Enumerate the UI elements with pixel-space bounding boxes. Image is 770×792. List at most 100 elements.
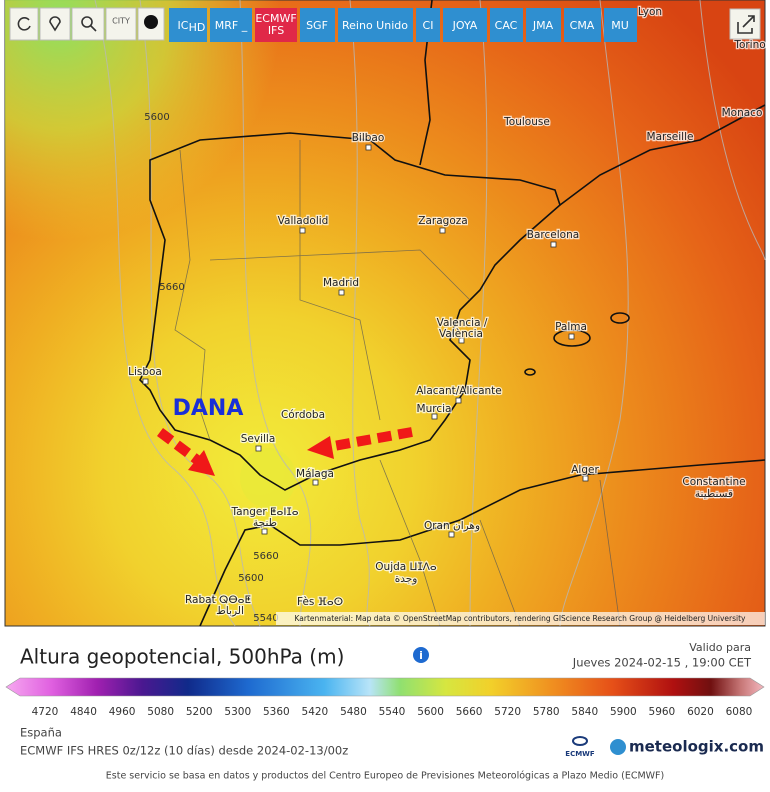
colorbar-tick-label: 4960: [109, 706, 136, 718]
colorbar-tick-label: 5960: [649, 706, 676, 718]
city-label: طنجة: [253, 517, 277, 529]
toolbar: CITY IC HD MRF _ ECMWF IFS SGF Reino Uni…: [9, 7, 761, 42]
city-label: الرباط: [216, 605, 244, 617]
colorbar-tick-label: 5300: [224, 706, 251, 718]
location-button[interactable]: [39, 7, 71, 41]
annotation: DANA: [173, 396, 244, 421]
contour-label: 5600: [144, 112, 169, 123]
city-label: Torino: [733, 39, 765, 51]
button-label: CMA: [570, 19, 595, 32]
button-label: Reino Unido: [342, 19, 408, 32]
contour-labels: 5600 5660 5660 5600 5540: [144, 112, 278, 624]
button-label: MU: [611, 19, 629, 32]
model-button[interactable]: [416, 8, 440, 42]
model-button[interactable]: [169, 8, 207, 42]
colorbar: [5, 677, 765, 697]
refresh-button[interactable]: [9, 7, 39, 41]
colorbar-ticks: 4720 4840 4960 5080 5200 5300 5360 5420 5480 5540…: [32, 706, 753, 718]
colorbar-tick-label: 5200: [186, 706, 213, 718]
icons: [17, 16, 97, 32]
city-label: Monaco: [722, 107, 763, 119]
colorbar-tick-label: 5840: [571, 706, 598, 718]
colorbar-tick-label: 6080: [726, 706, 753, 718]
model-button[interactable]: [255, 8, 297, 42]
map[interactable]: Lyon Torino Monaco Toulouse Marseille Bi…: [4, 0, 767, 627]
model-button[interactable]: [526, 8, 561, 42]
valid-label: Valido para: [689, 641, 751, 654]
arrows: [157, 427, 413, 476]
ecmwf-logo: ECMWF: [565, 750, 595, 758]
contour-label: 5660: [159, 282, 184, 293]
brand-icon: [610, 739, 626, 755]
colorbar-tick-label: 4840: [70, 706, 97, 718]
brand[interactable]: meteologix.com: [629, 738, 764, 756]
button-label: IC: [178, 19, 189, 32]
button-sub: HD: [189, 21, 206, 34]
city-label: Toulouse: [503, 116, 550, 128]
region: España: [20, 726, 62, 740]
button-label: ECMWF: [255, 12, 296, 25]
city-label: Palma: [555, 321, 587, 333]
cities: Lyon Torino Monaco Toulouse Marseille Bi…: [127, 5, 767, 619]
city-label: وجدة: [395, 573, 418, 585]
city-label: Constantine: [682, 476, 745, 488]
colorbar-tick-label: 5480: [340, 706, 367, 718]
colorbar-tick-label: 6020: [687, 706, 714, 718]
button-label: CI: [423, 19, 434, 32]
model-button[interactable]: [300, 8, 335, 42]
button-label: JMA: [532, 19, 554, 32]
model-info: ECMWF IFS HRES 0z/12z (10 días) desde 20…: [20, 744, 348, 758]
city-label: Lisboa: [128, 366, 162, 378]
colorbar-tick-label: 5360: [263, 706, 290, 718]
source-note: Este servicio se basa en datos y product…: [106, 771, 664, 782]
info-icon-glyph: i: [419, 649, 423, 662]
ecmwf-logo-mark: [572, 736, 588, 746]
colorbar-tick-label: 5660: [456, 706, 483, 718]
dot-icon: [144, 15, 158, 29]
map-field-low: [5, 0, 765, 626]
model-button[interactable]: [604, 8, 637, 42]
colorbar-tick-label: 5720: [494, 706, 521, 718]
city-label: Sevilla: [241, 433, 276, 445]
model-button[interactable]: [338, 8, 413, 42]
button-label: CAC: [495, 19, 518, 32]
city-label: Rabat ⵕⴱⴰⵟ: [185, 594, 251, 606]
zoom-button[interactable]: [71, 7, 105, 41]
city-label: قسنطينة: [695, 488, 733, 500]
colorbar-tick-label: 5540: [379, 706, 406, 718]
info-icon[interactable]: [413, 647, 429, 663]
model-button[interactable]: [443, 8, 487, 42]
city-label: Oran وهران: [424, 520, 480, 532]
city-label: València: [439, 328, 483, 340]
city-label: Málaga: [296, 468, 334, 480]
button-label: MRF _: [215, 19, 248, 32]
icon-buttons: [9, 7, 165, 41]
model-button[interactable]: [490, 8, 523, 42]
colorbar-tick-label: 4720: [32, 706, 59, 718]
city-label: Marseille: [647, 131, 694, 143]
share-icon: [737, 15, 755, 34]
city-button[interactable]: [105, 7, 137, 41]
city-markers: [142, 144, 589, 538]
colorbar-tick-label: 5600: [417, 706, 444, 718]
city-label: Lyon: [638, 6, 662, 18]
colorbar-tick-label: 5080: [147, 706, 174, 718]
city-label: Zaragoza: [418, 215, 467, 227]
attribution-bg: [276, 612, 765, 625]
legend-title: Altura geopotencial, 500hPa (m): [20, 645, 344, 669]
city-label: Alger: [571, 464, 599, 476]
model-button[interactable]: [564, 8, 601, 42]
colorbar-tick-label: 5780: [533, 706, 560, 718]
city-icon-label: CITY: [112, 17, 130, 26]
attribution: Kartenmaterial: Map data © OpenStreetMap…: [295, 614, 747, 623]
borders: [174, 140, 621, 627]
colorbar-tick-label: 5900: [610, 706, 637, 718]
city-label: Alacant/Alicante: [416, 385, 502, 397]
city-label: Oujda ⵡⵊⴷⴰ: [375, 561, 437, 573]
model-button[interactable]: [210, 8, 252, 42]
contour-label: 5600: [238, 573, 263, 584]
city-label: Madrid: [323, 277, 359, 289]
model-buttons: IC HD MRF _ ECMWF IFS SGF Reino Unido CI…: [169, 8, 637, 42]
city-label: Barcelona: [527, 229, 579, 241]
button-sub: IFS: [268, 24, 284, 37]
